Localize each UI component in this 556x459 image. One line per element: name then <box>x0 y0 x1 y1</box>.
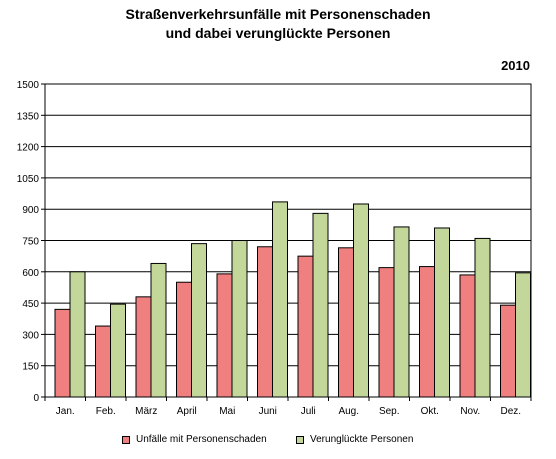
y-tick-label: 450 <box>22 299 39 310</box>
x-tick-label: Okt. <box>421 406 439 417</box>
plot-frame <box>44 83 532 398</box>
y-tick-label: 1500 <box>17 80 40 91</box>
y-tick-label: 1050 <box>17 174 40 185</box>
x-tick-label: Feb. <box>96 406 116 417</box>
bar-casualties <box>231 240 248 398</box>
x-tick-label: Juni <box>259 406 277 417</box>
bar-casualties <box>191 243 207 398</box>
y-tick-label: 150 <box>22 362 39 373</box>
x-tick-label: März <box>135 406 157 417</box>
legend-swatch-accidents <box>122 435 130 444</box>
chart-title: Straßenverkehrsunfälle mit Personenschad… <box>125 6 431 22</box>
x-tick-label: Mai <box>219 406 235 417</box>
chart-subtitle: und dabei verunglückte Personen <box>165 25 391 41</box>
legend-label-casualties: Verunglückte Personen <box>310 434 414 445</box>
bar-casualties <box>515 272 531 398</box>
bar-accidents <box>419 266 435 398</box>
x-tick-label: April <box>177 406 197 417</box>
legend-item-accidents: Unfälle mit Personenschaden <box>122 434 267 445</box>
x-tick-label: Dez. <box>500 406 521 417</box>
bar-accidents <box>216 273 233 398</box>
year-label: 2010 <box>501 58 530 73</box>
bar-accidents <box>297 255 314 398</box>
x-tick-label: Nov. <box>460 406 480 417</box>
y-tick-label: 600 <box>22 268 39 279</box>
x-tick-label: Aug. <box>338 406 359 417</box>
y-tick-label: 1200 <box>17 143 40 154</box>
bar-accidents <box>378 267 395 398</box>
bar-casualties <box>434 227 450 398</box>
bar-accidents <box>95 325 111 398</box>
bar-accidents <box>338 247 354 398</box>
bar-accidents <box>257 246 273 398</box>
y-tick-label: 0 <box>33 393 39 404</box>
bar-accidents <box>500 304 516 398</box>
bar-casualties <box>353 203 369 398</box>
y-tick-label: 750 <box>22 237 39 248</box>
bar-casualties <box>312 212 329 398</box>
bar-accidents <box>176 281 192 398</box>
x-tick-label: Jan. <box>56 406 75 417</box>
y-tick-label: 300 <box>22 330 39 341</box>
legend-item-casualties: Verunglückte Personen <box>296 434 413 445</box>
bar-casualties <box>393 226 410 398</box>
legend-swatch-casualties <box>296 435 304 444</box>
bar-casualties <box>474 237 491 398</box>
x-tick-label: Sep. <box>379 406 400 417</box>
legend-label-accidents: Unfälle mit Personenschaden <box>136 434 267 445</box>
bar-accidents <box>54 308 71 398</box>
bar-casualties <box>110 303 126 398</box>
y-tick-label: 1350 <box>17 111 40 122</box>
bar-accidents <box>135 296 152 398</box>
bar-casualties <box>69 271 86 398</box>
x-tick-label: Juli <box>301 406 316 417</box>
y-tick-label: 900 <box>22 205 39 216</box>
bar-accidents <box>459 274 476 398</box>
bar-casualties <box>150 262 167 398</box>
bar-casualties <box>272 201 288 398</box>
